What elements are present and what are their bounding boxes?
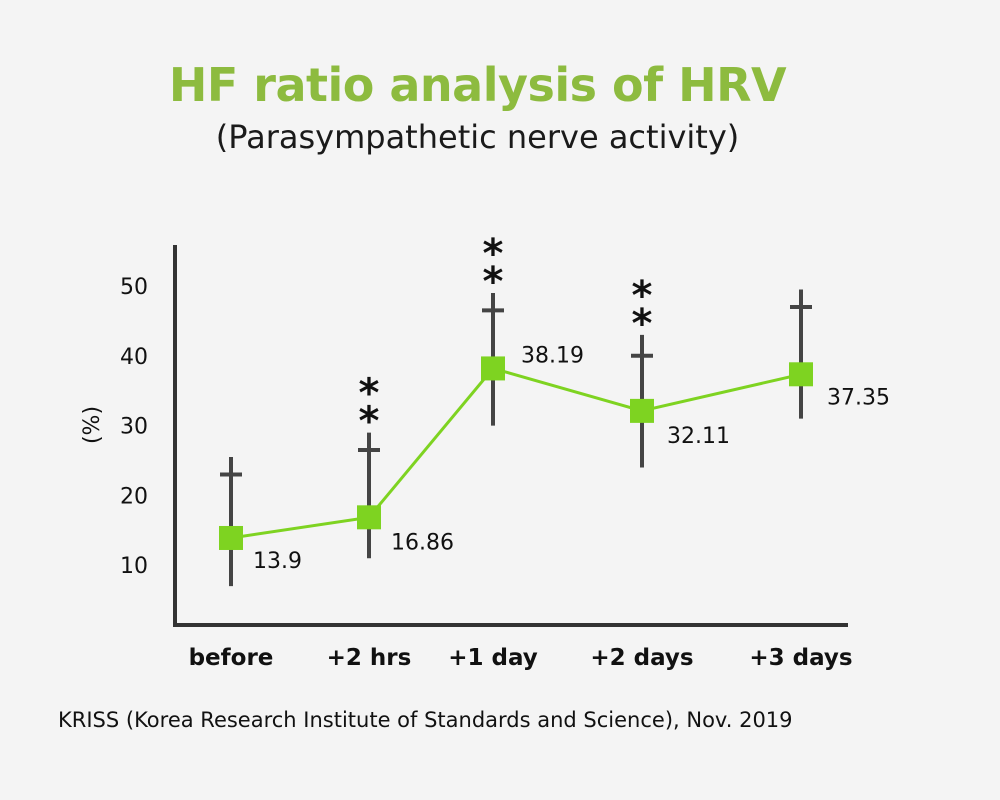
y-axis-label: (%) (80, 406, 105, 444)
data-label: 13.9 (253, 549, 302, 574)
significance-annotation: * * (483, 231, 504, 305)
x-tick-label: +2 days (590, 645, 693, 671)
significance-annotation: * * (632, 273, 653, 347)
data-point-marker (481, 356, 505, 381)
y-tick-label: 40 (120, 345, 148, 370)
y-tick-label: 20 (120, 484, 148, 509)
data-label: 16.86 (391, 530, 454, 555)
data-point-marker (630, 398, 654, 423)
series-line (230, 366, 802, 540)
x-tick-label: before (189, 645, 274, 671)
data-label: 32.11 (667, 424, 730, 449)
source-note: KRISS (Korea Research Institute of Stand… (58, 708, 793, 732)
y-tick-label: 30 (120, 415, 148, 440)
y-tick-label: 10 (120, 554, 148, 579)
significance-annotation: * * (359, 371, 380, 445)
data-point-marker (219, 525, 243, 550)
data-point-marker (789, 362, 813, 387)
data-point-marker (357, 505, 381, 530)
chart-title: HF ratio analysis of HRV (168, 58, 787, 112)
data-label: 38.19 (521, 343, 584, 368)
x-tick-label: +1 day (448, 645, 538, 671)
y-tick-label: 50 (120, 275, 148, 300)
x-tick-label: +2 hrs (327, 645, 412, 671)
x-tick-label: +3 days (749, 645, 852, 671)
data-label: 37.35 (827, 385, 890, 410)
chart-subtitle: (Parasympathetic nerve activity) (215, 118, 740, 156)
